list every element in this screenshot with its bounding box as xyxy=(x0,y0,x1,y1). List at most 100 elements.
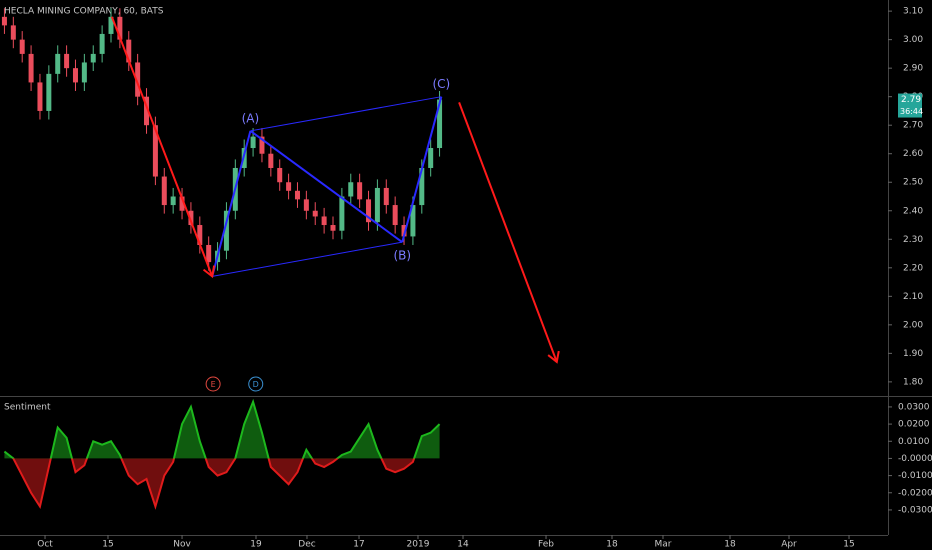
y-tick-label: -0.0200 xyxy=(898,488,932,498)
last-price-badge xyxy=(898,93,922,118)
candle-body xyxy=(179,196,185,211)
sentiment-line xyxy=(3,398,441,459)
event-label: E xyxy=(211,380,216,389)
arrow-line xyxy=(110,16,214,277)
candle-body xyxy=(277,167,283,183)
candle-body xyxy=(64,53,70,69)
candle-body xyxy=(126,39,132,63)
y-tick-label: 2.00 xyxy=(903,320,923,330)
candle-body xyxy=(152,125,158,177)
candle-body xyxy=(312,210,318,217)
y-tick-label: 0.0200 xyxy=(898,420,930,430)
x-tick-label: 14 xyxy=(457,540,469,550)
x-tick-label: 18 xyxy=(606,540,618,550)
candle-body xyxy=(72,68,78,83)
x-tick-label: Dec xyxy=(298,540,315,550)
candle-body xyxy=(144,96,150,126)
candle-body xyxy=(188,210,194,226)
x-tick-label: Mar xyxy=(654,540,671,550)
candle-body xyxy=(250,136,256,149)
candle-body xyxy=(223,210,229,251)
y-tick-label: -0.0300 xyxy=(898,505,932,515)
candle-body xyxy=(348,182,354,197)
x-tick-label: 17 xyxy=(353,540,364,550)
wave-label: (B) xyxy=(393,249,411,263)
candle-body xyxy=(99,33,105,54)
candle-body xyxy=(303,199,309,211)
arrow-head xyxy=(547,350,560,364)
candle-body xyxy=(197,225,203,245)
y-tick-label: 2.60 xyxy=(903,149,923,159)
candle-body xyxy=(286,182,292,191)
y-tick-label: 3.00 xyxy=(903,35,923,45)
event-label: D xyxy=(253,380,259,389)
candle-body xyxy=(206,244,212,263)
y-tick-label: 2.90 xyxy=(903,64,923,74)
event-marker xyxy=(248,376,264,392)
chart-title: HECLA MINING COMPANY, 60, BATS xyxy=(4,7,164,17)
candle-body xyxy=(161,176,167,206)
candle-body xyxy=(81,62,87,83)
x-tick-label: 15 xyxy=(843,540,854,550)
wave-line xyxy=(401,96,443,243)
y-tick-label: 1.90 xyxy=(903,349,923,359)
x-tick-label: Apr xyxy=(781,540,797,550)
candle-body xyxy=(259,136,265,154)
wave-line xyxy=(249,130,403,243)
y-tick-label: 2.50 xyxy=(903,178,923,188)
candle-body xyxy=(90,53,96,63)
sentiment-title: Sentiment xyxy=(4,403,51,413)
candle-body xyxy=(28,53,34,83)
candle-body xyxy=(392,205,398,226)
x-tick-label: Oct xyxy=(37,540,53,550)
candle-body xyxy=(108,16,114,34)
candle-body xyxy=(19,39,25,54)
y-tick-label: -0.0000 xyxy=(898,454,932,464)
candle-body xyxy=(366,199,372,223)
arrow-head xyxy=(202,265,216,279)
y-tick-label: 2.30 xyxy=(903,235,923,245)
candle-body xyxy=(37,82,43,111)
sentiment-line xyxy=(11,458,416,510)
y-tick-label: 2.20 xyxy=(903,263,923,273)
y-tick-label: 2.10 xyxy=(903,292,923,302)
x-tick-label: 2019 xyxy=(407,540,430,550)
candle-body xyxy=(437,99,443,149)
countdown-label: 36:44 xyxy=(900,107,923,116)
candle-body xyxy=(170,196,176,206)
candle-body xyxy=(268,153,274,168)
x-tick-label: 18 xyxy=(724,540,736,550)
y-tick-label: -0.0100 xyxy=(898,471,932,481)
candle-body xyxy=(55,53,61,74)
wave-line xyxy=(250,96,442,132)
candle-body xyxy=(330,225,336,231)
event-marker xyxy=(205,376,221,392)
candle-body xyxy=(339,196,345,231)
candle-body xyxy=(374,187,380,223)
y-tick-label: 1.80 xyxy=(903,377,923,387)
candle-body xyxy=(135,62,141,97)
candle-body xyxy=(428,148,434,168)
candle-body xyxy=(46,73,52,111)
wave-label: (C) xyxy=(432,77,450,91)
candle-body xyxy=(10,25,16,40)
candle-body xyxy=(321,216,327,226)
y-tick-label: 2.70 xyxy=(903,121,923,131)
x-tick-label: Nov xyxy=(173,540,191,550)
wave-line xyxy=(211,130,252,277)
candle-body xyxy=(294,190,300,200)
last-price-label: 2.79 xyxy=(901,95,921,105)
y-tick-label: 0.0100 xyxy=(898,437,930,447)
candle-body xyxy=(117,16,123,40)
wave-label: (A) xyxy=(242,111,260,125)
x-tick-label: 15 xyxy=(102,540,113,550)
candle-body xyxy=(383,187,389,206)
y-tick-label: 0.0300 xyxy=(898,402,930,412)
candle-body xyxy=(410,205,416,237)
candle-body xyxy=(419,167,425,206)
arrow-line xyxy=(458,102,558,363)
candle-body xyxy=(401,225,407,237)
